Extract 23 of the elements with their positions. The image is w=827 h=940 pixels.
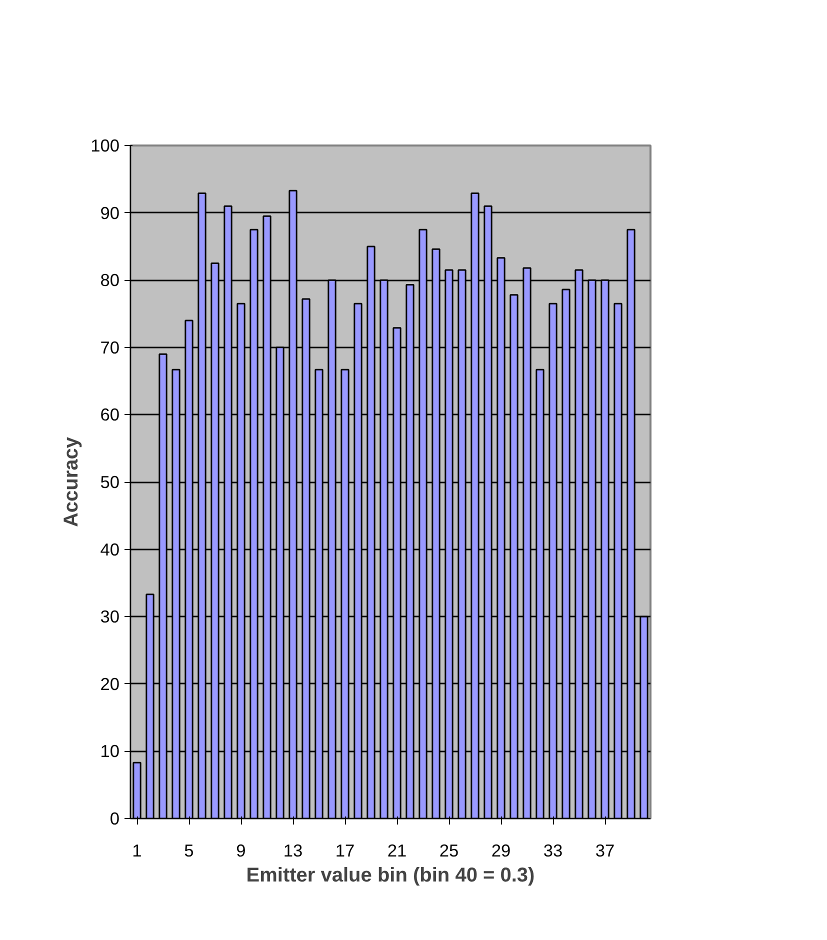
x-tick-label: 1 (132, 840, 142, 860)
x-tick-label: 37 (595, 840, 615, 860)
x-tick-label: 21 (387, 840, 407, 860)
x-axis-title: Emitter value bin (bin 40 = 0.3) (246, 864, 535, 886)
x-tick-label: 33 (543, 840, 563, 860)
y-tick-label: 100 (90, 136, 120, 156)
y-tick-label: 10 (100, 741, 120, 762)
y-tick-label: 60 (100, 404, 120, 425)
x-tick-label: 13 (283, 840, 303, 860)
x-tick-label: 5 (184, 840, 194, 860)
y-tick-label: 80 (100, 270, 120, 290)
y-tick-label: 20 (100, 674, 120, 694)
x-tick-label: 25 (439, 840, 459, 860)
y-tick-label: 70 (100, 337, 120, 358)
y-axis-title: Accuracy (60, 436, 83, 528)
y-tick-label: 50 (100, 472, 120, 492)
y-tick-label: 0 (110, 808, 120, 828)
y-tick-label: 90 (100, 202, 120, 223)
x-tick-label: 29 (491, 840, 511, 860)
y-tick-label: 40 (100, 539, 120, 560)
x-tick-label: 17 (335, 840, 355, 860)
y-tick-label: 30 (100, 606, 120, 627)
x-tick-label: 9 (236, 840, 246, 860)
